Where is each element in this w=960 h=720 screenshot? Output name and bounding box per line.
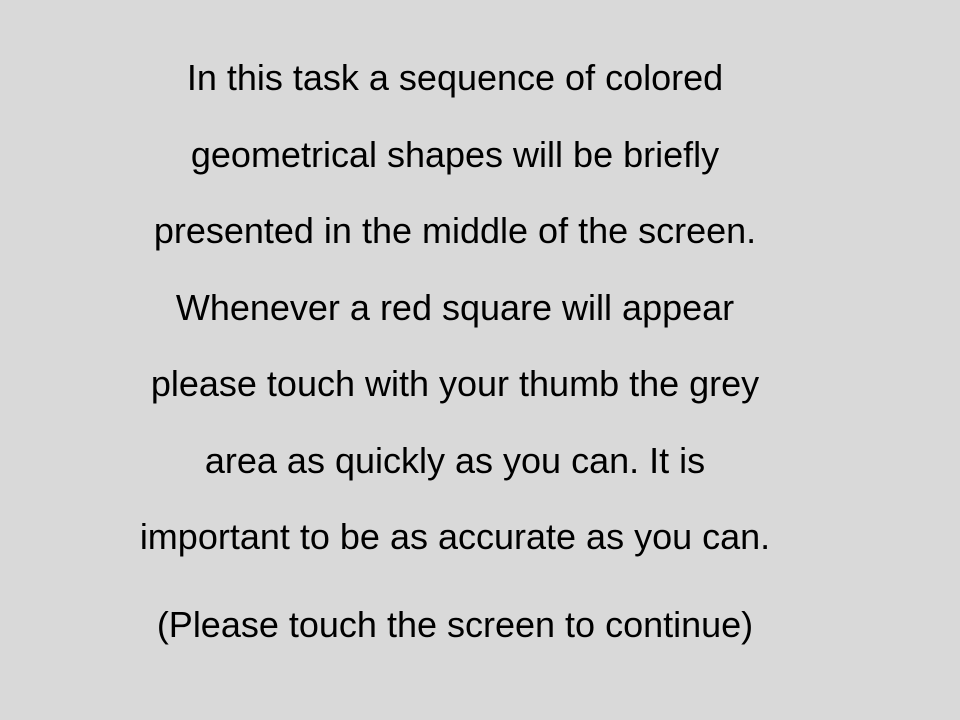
instruction-line: presented in the middle of the screen. <box>153 210 757 251</box>
instruction-line: please touch with your thumb the grey <box>150 363 760 404</box>
instructions-text: In this task a sequence of colored geome… <box>0 40 910 576</box>
instruction-line: Whenever a red square will appear <box>175 286 735 328</box>
instruction-line: geometrical shapes will be briefly <box>190 133 720 175</box>
continue-prompt: (Please touch the screen to continue) <box>156 604 754 645</box>
instruction-line: important to be as accurate as you can. <box>139 516 771 557</box>
instruction-line: area as quickly as you can. It is <box>204 439 706 481</box>
instruction-line: In this task a sequence of colored <box>186 57 724 98</box>
